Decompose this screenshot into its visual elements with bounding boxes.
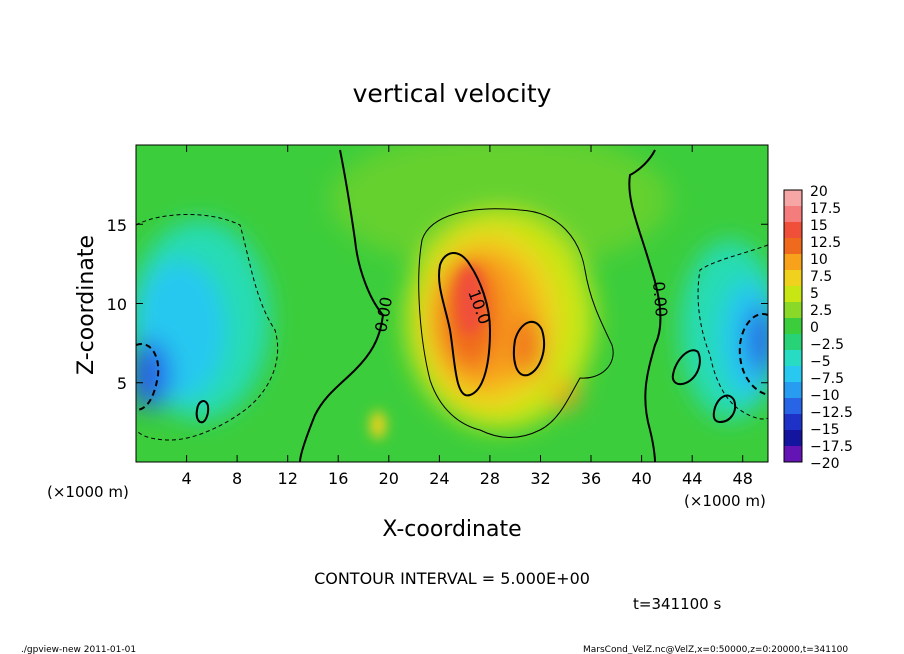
- contour-zero-right: [628, 149, 662, 462]
- colorbar-label: 0: [810, 320, 819, 336]
- footer-left: ./gpview-new 2011-01-01: [21, 645, 136, 654]
- x-tick-label: 12: [278, 469, 298, 488]
- colorbar-swatch: [784, 238, 802, 255]
- x-tick-label: 4: [182, 469, 192, 488]
- colorbar-swatch: [784, 222, 802, 239]
- contour-neg-left: [136, 343, 160, 411]
- x-tick-label: 24: [429, 469, 449, 488]
- contour-blob-c: [195, 400, 210, 424]
- colorbar-swatch: [784, 318, 802, 335]
- colorbar-label: 17.5: [810, 201, 841, 217]
- colorbar-label: −10: [810, 388, 840, 404]
- colorbar-swatch: [784, 398, 802, 415]
- y-axis-label: Z-coordinate: [74, 235, 99, 375]
- colorbar-label: −5: [810, 354, 831, 370]
- colorbar-swatch: [784, 206, 802, 223]
- x-unit-right: (×1000 m): [684, 492, 766, 510]
- colorbar-label: −2.5: [810, 337, 844, 353]
- contour-5: [418, 208, 614, 438]
- colorbar-label: −20: [810, 456, 840, 472]
- contour-blob-a: [671, 349, 701, 386]
- contour-blob-b: [712, 394, 736, 424]
- contour-lines: [418, 208, 614, 438]
- time-label: t=341100 s: [633, 595, 721, 613]
- colorbar-swatch: [784, 254, 802, 271]
- x-tick-label: 32: [530, 469, 550, 488]
- colorbar-label: −15: [810, 422, 840, 438]
- colorbar-swatch: [784, 286, 802, 303]
- x-axis-label: X-coordinate: [382, 517, 521, 542]
- colorbar-frame: [783, 189, 803, 463]
- colorbar-swatch: [784, 382, 802, 399]
- contour-ten-right: [512, 320, 546, 377]
- colorbar-label: −17.5: [810, 439, 853, 455]
- y-tick-label: 10: [107, 295, 127, 314]
- colorbar-labels: 20 17.5 15 12.5 10 7.5 5 2.5 0 −2.5 −5 −…: [810, 184, 853, 472]
- contour-ten-left: [438, 252, 492, 397]
- y-tick-label: 5: [117, 374, 127, 393]
- colorbar-swatch: [784, 270, 802, 287]
- colorbar-label: −12.5: [810, 405, 853, 421]
- x-tick-labels: 4 8 12 16 20 24 28 32 36 40 44 48: [182, 469, 753, 488]
- contour-minus5-right: [697, 244, 768, 420]
- colorbar-label: 7.5: [810, 269, 832, 285]
- x-axis-ticks: [136, 145, 768, 462]
- colorbar-swatch: [784, 414, 802, 431]
- colorbar: 20 17.5 15 12.5 10 7.5 5 2.5 0 −2.5 −5 −…: [783, 184, 853, 472]
- contour-lines-negative: [136, 214, 768, 441]
- colorbar-swatch: [784, 366, 802, 383]
- colorbar-swatch: [784, 302, 802, 319]
- colorbar-label: 5: [810, 286, 819, 302]
- plot-area: [136, 145, 768, 462]
- chart-title: vertical velocity: [353, 79, 552, 108]
- x-tick-label: 36: [581, 469, 601, 488]
- contour-zero-left: [299, 149, 385, 462]
- x-tick-label: 16: [328, 469, 348, 488]
- x-tick-label: 40: [631, 469, 651, 488]
- x-tick-label: 20: [379, 469, 399, 488]
- colorbar-swatch: [784, 334, 802, 351]
- colorbar-label: 10: [810, 252, 828, 268]
- x-tick-label: 8: [232, 469, 242, 488]
- x-unit-left: (×1000 m): [47, 483, 129, 501]
- colorbar-label: 15: [810, 218, 828, 234]
- contour-neg-right: [738, 313, 768, 396]
- y-tick-label: 15: [107, 216, 127, 235]
- colorbar-swatch: [784, 350, 802, 367]
- colorbar-label: 2.5: [810, 303, 832, 319]
- x-tick-label: 28: [480, 469, 500, 488]
- contour-interval-note: CONTOUR INTERVAL = 5.000E+00: [314, 569, 590, 588]
- colorbar-label: −7.5: [810, 371, 844, 387]
- colorbar-swatch: [784, 190, 802, 207]
- colorbar-swatch: [784, 446, 802, 463]
- x-tick-label: 48: [733, 469, 753, 488]
- footer-right: MarsCond_VelZ.nc@VelZ,x=0:50000,z=0:2000…: [583, 645, 848, 654]
- colorbar-label: 12.5: [810, 235, 841, 251]
- x-tick-label: 44: [682, 469, 702, 488]
- colorbar-swatch: [784, 430, 802, 447]
- contour-lines-thick: [136, 149, 768, 462]
- y-tick-labels: 5 10 15: [107, 216, 127, 393]
- contour-minus5-left: [136, 214, 279, 441]
- contour-label-right: 0.00: [649, 281, 671, 318]
- colorbar-label: 20: [810, 184, 828, 200]
